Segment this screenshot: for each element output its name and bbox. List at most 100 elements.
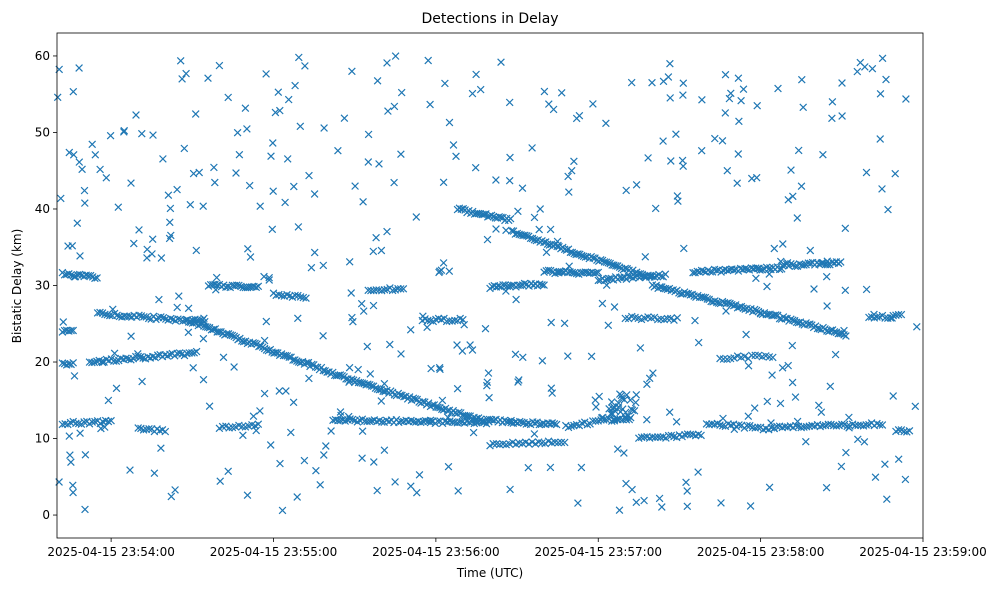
data-point	[719, 414, 727, 423]
data-point	[171, 486, 179, 494]
data-point	[830, 327, 839, 336]
data-point	[540, 238, 548, 247]
y-tick-label: 20	[35, 355, 50, 369]
data-point	[489, 416, 498, 425]
data-point	[380, 446, 389, 455]
data-point	[310, 190, 319, 198]
data-point	[615, 506, 624, 515]
data-point	[199, 375, 208, 384]
data-point	[91, 274, 99, 283]
data-point	[723, 166, 732, 175]
data-point	[209, 325, 218, 334]
data-point	[679, 91, 687, 99]
data-point	[380, 285, 389, 294]
data-point	[256, 202, 265, 211]
data-point	[560, 319, 569, 328]
data-point	[323, 368, 331, 377]
x-tick-label: 2025-04-15 23:55:00	[210, 545, 337, 559]
data-point	[698, 95, 706, 104]
data-point	[137, 129, 146, 138]
data-point	[157, 254, 166, 262]
data-point	[267, 152, 275, 161]
data-point	[88, 140, 97, 149]
data-point	[557, 88, 566, 97]
data-point	[876, 135, 885, 143]
data-point	[294, 223, 303, 231]
data-point	[540, 87, 549, 96]
y-tick-label: 60	[35, 49, 50, 63]
data-point	[856, 58, 865, 67]
data-point	[617, 394, 626, 402]
data-point	[453, 341, 461, 349]
data-point	[291, 291, 299, 300]
data-point	[199, 202, 208, 211]
data-point	[502, 226, 510, 235]
data-point	[607, 398, 616, 406]
data-point	[794, 146, 803, 155]
data-point	[768, 353, 777, 362]
data-point	[377, 246, 386, 255]
data-point	[369, 458, 378, 466]
data-point	[372, 233, 380, 242]
data-point	[70, 372, 79, 380]
data-point	[591, 396, 600, 404]
data-point	[265, 276, 274, 284]
data-point	[842, 448, 850, 457]
data-point	[778, 240, 787, 248]
data-point	[766, 263, 774, 272]
data-point	[615, 390, 624, 398]
data-point	[377, 418, 386, 426]
data-point	[114, 203, 123, 212]
data-point	[173, 303, 182, 312]
data-point	[734, 150, 743, 158]
data-point	[799, 103, 808, 112]
data-point	[65, 432, 74, 440]
data-point	[851, 421, 860, 430]
data-point	[730, 354, 738, 362]
data-point	[531, 419, 539, 427]
data-point	[235, 150, 244, 159]
data-point	[296, 122, 305, 131]
data-point	[694, 468, 702, 476]
data-point	[127, 179, 135, 187]
data-point	[281, 198, 289, 207]
data-point	[546, 463, 555, 472]
data-point	[514, 376, 523, 384]
data-point	[102, 173, 111, 182]
data-point	[178, 75, 186, 83]
data-point	[366, 370, 375, 378]
data-point	[729, 301, 738, 310]
data-point	[717, 499, 725, 507]
data-point	[380, 379, 389, 388]
data-point	[805, 422, 814, 431]
data-point	[506, 485, 514, 494]
data-point	[646, 271, 655, 280]
data-point	[737, 96, 745, 105]
data-point	[753, 101, 762, 110]
data-point	[734, 74, 743, 83]
data-point	[788, 316, 797, 325]
data-point	[397, 150, 405, 159]
data-point	[436, 365, 444, 374]
data-point	[53, 93, 62, 102]
data-point	[567, 422, 576, 431]
data-point	[505, 176, 514, 185]
x-tick-label: 2025-04-15 23:57:00	[535, 545, 662, 559]
data-point	[602, 415, 611, 424]
data-point	[697, 146, 706, 155]
data-point	[359, 307, 368, 315]
data-point	[127, 355, 135, 364]
data-point	[505, 98, 514, 107]
data-point	[572, 420, 581, 429]
data-point	[604, 321, 613, 330]
data-point	[657, 503, 666, 511]
data-point	[351, 182, 359, 190]
data-point	[878, 185, 886, 193]
data-point	[878, 421, 887, 429]
data-point	[439, 259, 448, 267]
data-point	[174, 315, 182, 323]
data-point	[305, 374, 313, 383]
data-point	[518, 418, 526, 427]
data-point	[155, 295, 163, 304]
data-point	[271, 108, 280, 117]
